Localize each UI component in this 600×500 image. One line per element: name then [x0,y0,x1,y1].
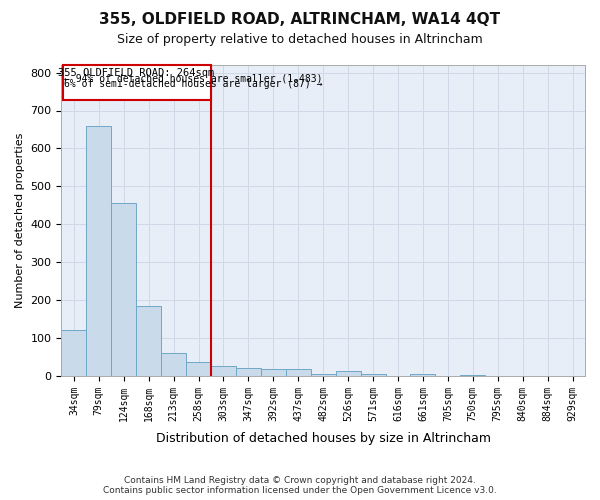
Bar [211,366,236,376]
Bar [136,306,161,376]
Y-axis label: Number of detached properties: Number of detached properties [15,133,25,308]
FancyBboxPatch shape [62,65,211,100]
Bar [186,362,211,376]
X-axis label: Distribution of detached houses by size in Altrincham: Distribution of detached houses by size … [156,432,491,445]
Bar [460,375,485,376]
Bar [286,369,311,376]
Bar [111,204,136,376]
Text: 6% of semi-detached houses are larger (87) →: 6% of semi-detached houses are larger (8… [64,80,322,90]
Bar [410,374,436,376]
Text: 355, OLDFIELD ROAD, ALTRINCHAM, WA14 4QT: 355, OLDFIELD ROAD, ALTRINCHAM, WA14 4QT [100,12,500,28]
Bar [61,330,86,376]
Bar [311,374,335,376]
Bar [86,126,111,376]
Bar [161,353,186,376]
Bar [335,372,361,376]
Text: Size of property relative to detached houses in Altrincham: Size of property relative to detached ho… [117,32,483,46]
Text: 355 OLDFIELD ROAD: 264sqm: 355 OLDFIELD ROAD: 264sqm [58,68,215,78]
Bar [261,369,286,376]
Bar [236,368,261,376]
Text: ← 94% of detached houses are smaller (1,483): ← 94% of detached houses are smaller (1,… [64,74,322,84]
Bar [361,374,386,376]
Text: Contains HM Land Registry data © Crown copyright and database right 2024.
Contai: Contains HM Land Registry data © Crown c… [103,476,497,495]
